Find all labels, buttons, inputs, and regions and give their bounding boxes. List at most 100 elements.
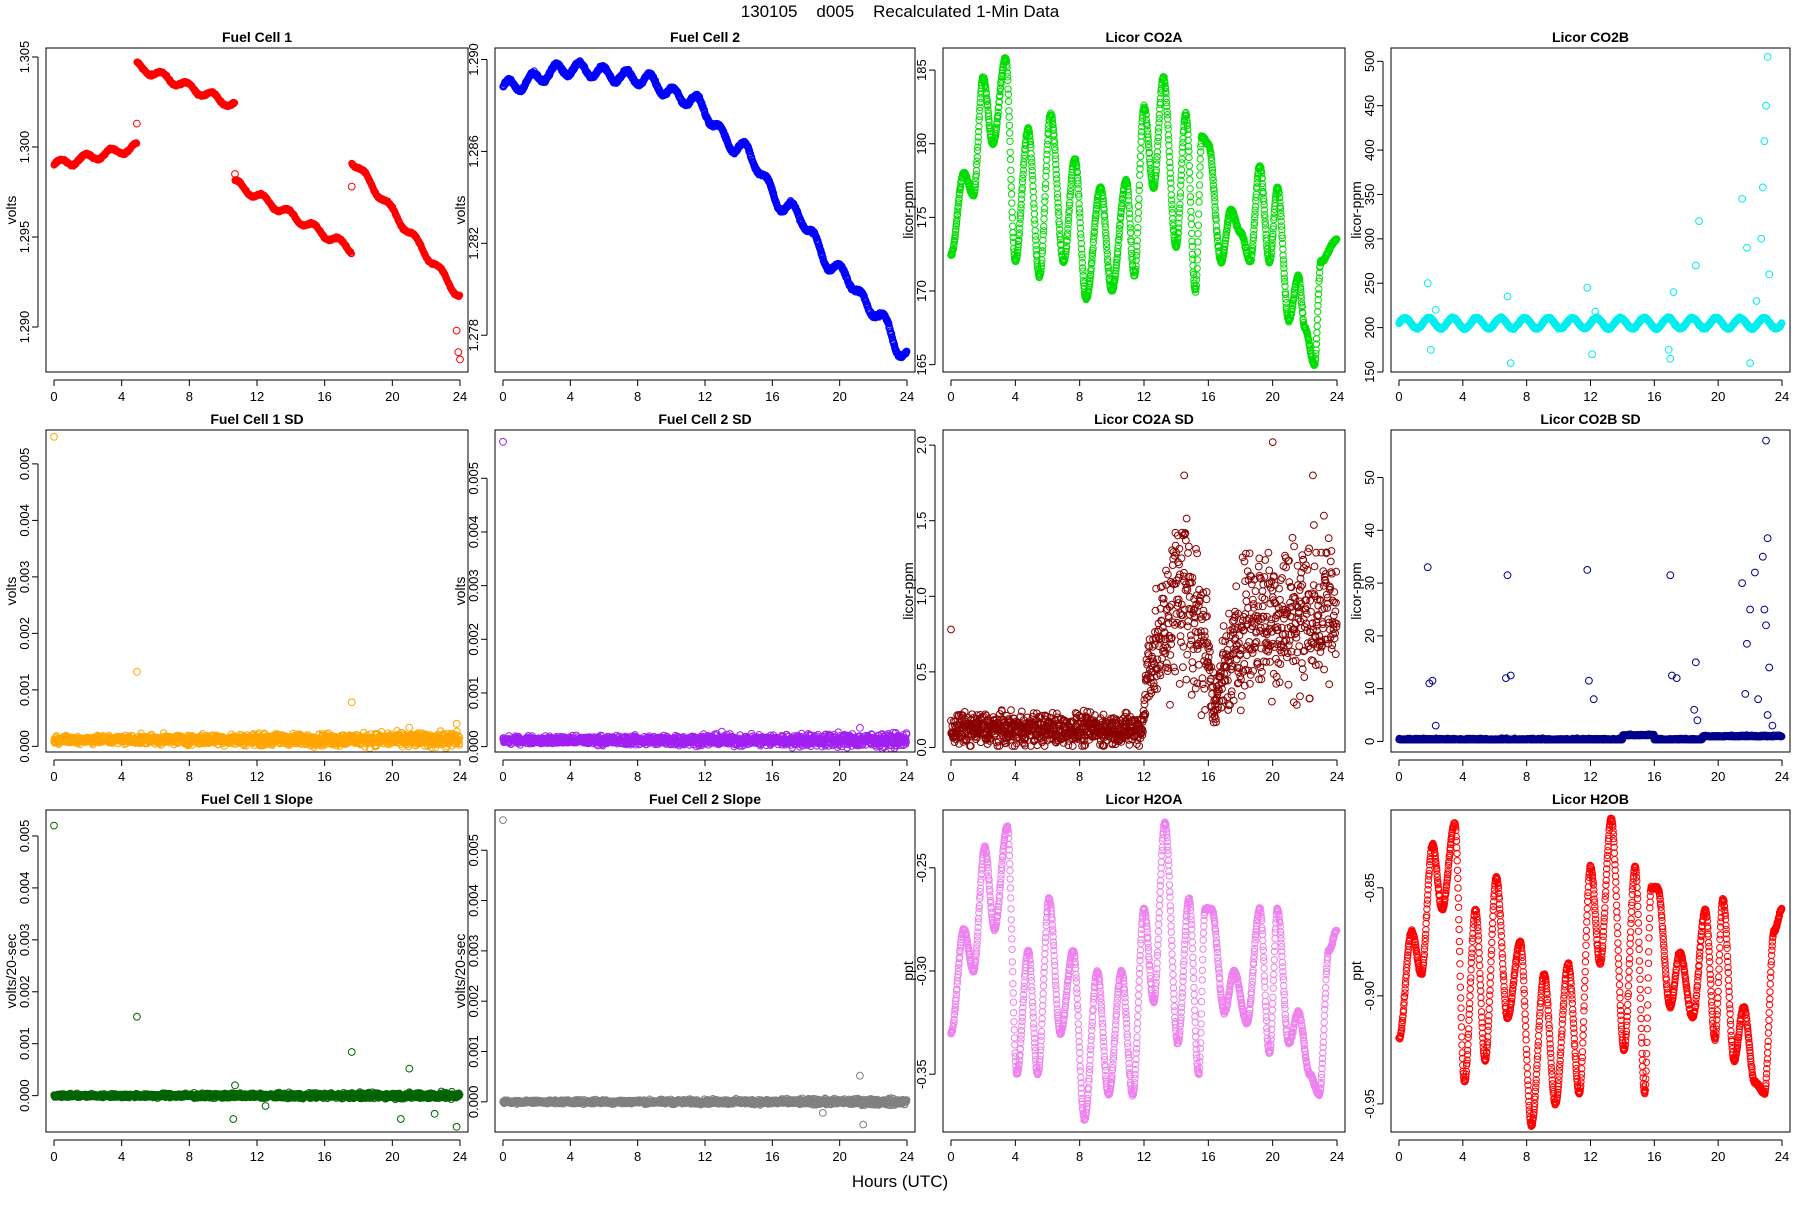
- data-point: [1196, 182, 1202, 188]
- data-point: [1186, 163, 1192, 169]
- data-point: [1030, 176, 1036, 182]
- data-point: [1197, 172, 1203, 178]
- y-tick-label: 1.278: [466, 319, 481, 352]
- x-tick-label: 16: [765, 389, 779, 404]
- data-point: [1195, 231, 1201, 237]
- data-point: [1041, 205, 1047, 211]
- x-tick-label: 8: [634, 389, 641, 404]
- figure-title: 130105 d005 Recalculated 1-Min Data: [0, 2, 1800, 22]
- data-point: [1006, 108, 1012, 114]
- data-point: [1043, 163, 1049, 169]
- y-tick-label: 180: [914, 133, 929, 155]
- data-series: [1396, 54, 1785, 367]
- data-point: [1041, 216, 1047, 222]
- y-tick-label: 1.295: [17, 221, 32, 254]
- x-tick-label: 8: [186, 389, 193, 404]
- data-point: [1165, 126, 1171, 132]
- data-series: [948, 55, 1340, 369]
- data-point: [1006, 114, 1012, 120]
- data-point: [1164, 116, 1170, 122]
- x-tick-label: 24: [900, 389, 914, 404]
- x-tick-label: 4: [567, 389, 574, 404]
- x-tick-label: 20: [832, 389, 846, 404]
- data-point: [1196, 192, 1202, 198]
- data-point: [1008, 191, 1014, 197]
- data-point: [1166, 153, 1172, 159]
- data-point: [1188, 221, 1194, 227]
- data-point: [1177, 201, 1183, 207]
- data-point: [1138, 146, 1144, 152]
- data-series: [51, 59, 463, 363]
- y-tick-label: 175: [914, 207, 929, 229]
- chart-title: Fuel Cell 1: [222, 29, 292, 45]
- data-point: [1007, 149, 1013, 155]
- data-point: [457, 356, 464, 363]
- plot-frame: [495, 48, 915, 372]
- data-point: [1186, 154, 1192, 160]
- data-point: [1005, 98, 1011, 104]
- x-tick-label: 20: [385, 389, 399, 404]
- chart-title: Licor CO2B: [1552, 29, 1629, 45]
- data-point: [1127, 229, 1133, 235]
- y-tick-label: 1.290: [17, 311, 32, 344]
- chart-ylabel: volts: [452, 196, 468, 225]
- y-tick-label: 1.290: [466, 43, 481, 76]
- data-point: [1195, 239, 1201, 245]
- data-point: [1282, 283, 1288, 289]
- data-point: [1008, 167, 1014, 173]
- data-point: [1008, 184, 1014, 190]
- x-tick-label: 0: [947, 389, 954, 404]
- x-tick-label: 16: [317, 389, 331, 404]
- data-point: [1186, 169, 1192, 175]
- data-point: [1045, 138, 1051, 144]
- data-point: [1137, 172, 1143, 178]
- data-point: [1136, 196, 1142, 202]
- x-tick-label: 16: [1201, 389, 1215, 404]
- data-point: [1314, 316, 1320, 322]
- data-point: [1177, 190, 1183, 196]
- y-tick-label: 1.305: [17, 41, 32, 74]
- x-tick-label: 0: [499, 389, 506, 404]
- data-point: [1197, 164, 1203, 170]
- x-tick-label: 12: [1137, 389, 1151, 404]
- data-point: [1008, 176, 1014, 182]
- y-tick-label: 185: [914, 59, 929, 81]
- data-point: [1188, 208, 1194, 214]
- data-point: [348, 183, 355, 190]
- data-point: [974, 154, 980, 160]
- data-point: [1194, 257, 1200, 263]
- data-point: [1314, 323, 1320, 329]
- data-point: [453, 327, 460, 334]
- data-point: [1189, 230, 1195, 236]
- data-point: [1007, 156, 1013, 162]
- data-point: [1179, 156, 1185, 162]
- data-point: [1195, 222, 1201, 228]
- data-point: [1187, 177, 1193, 183]
- x-tick-label: 0: [50, 389, 57, 404]
- data-point: [1188, 215, 1194, 221]
- data-point: [1007, 138, 1013, 144]
- x-tick-label: 20: [1265, 389, 1279, 404]
- data-point: [1042, 194, 1048, 200]
- data-point: [1042, 181, 1048, 187]
- data-point: [1314, 329, 1320, 335]
- x-tick-label: 8: [1076, 389, 1083, 404]
- data-point: [1137, 161, 1143, 167]
- y-tick-label: 1.286: [466, 135, 481, 168]
- data-point: [1186, 148, 1192, 154]
- data-point: [1315, 303, 1321, 309]
- data-point: [1009, 200, 1015, 206]
- y-tick-label: 170: [914, 280, 929, 302]
- data-point: [976, 124, 982, 130]
- data-point: [1169, 210, 1175, 216]
- data-point: [134, 120, 141, 127]
- data-point: [1196, 199, 1202, 205]
- x-tick-label: 24: [1330, 389, 1344, 404]
